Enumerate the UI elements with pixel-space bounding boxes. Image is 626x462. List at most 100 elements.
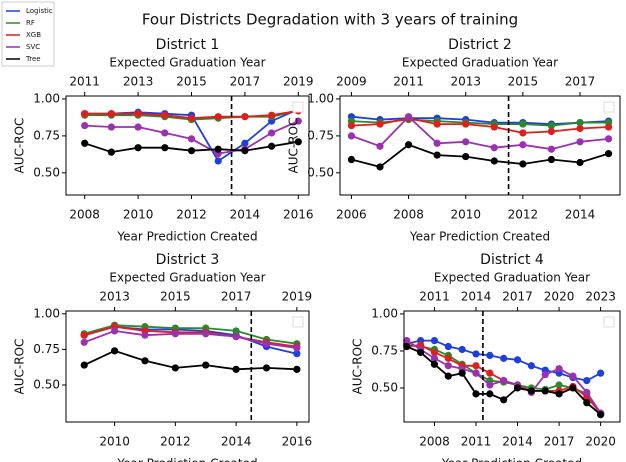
legend-box: [1, 1, 55, 67]
point: [376, 142, 384, 150]
series-line: [83, 329, 297, 349]
point: [171, 364, 179, 372]
top-tick-label: 2023: [585, 290, 616, 304]
panel-title: District 3: [156, 252, 220, 268]
point: [576, 118, 584, 127]
point: [490, 123, 498, 131]
x-tick-label: 2016: [282, 435, 313, 449]
top-tick-label: 2013: [450, 75, 481, 89]
figure-title: Four Districts Degradation with 3 years …: [142, 11, 518, 29]
point: [472, 362, 480, 370]
point: [576, 158, 584, 167]
x-axis-label: Year Prediction Created: [116, 230, 257, 244]
point: [268, 111, 276, 119]
point: [202, 361, 210, 369]
point: [81, 110, 89, 118]
empty-legend: [603, 101, 615, 113]
point: [376, 120, 384, 128]
point: [81, 139, 89, 147]
top-tick-label: 2017: [565, 75, 596, 89]
point: [80, 331, 88, 339]
point: [597, 411, 605, 419]
point: [262, 364, 271, 372]
point: [472, 390, 480, 398]
point: [576, 138, 584, 146]
top-axis-label: Expected Graduation Year: [109, 271, 265, 285]
x-tick-label: 2010: [450, 208, 481, 222]
top-tick-label: 2015: [176, 75, 207, 89]
point: [444, 362, 452, 370]
x-tick-label: 2016: [283, 208, 314, 222]
x-axis-label: Year Prediction Created: [116, 457, 257, 462]
point: [555, 390, 563, 398]
point: [486, 381, 494, 389]
x-axis-label: Year Prediction Created: [441, 457, 582, 462]
point: [555, 381, 563, 389]
point: [583, 376, 591, 385]
series-line: [351, 115, 609, 151]
x-tick-label: 2014: [565, 208, 596, 222]
point: [241, 139, 249, 147]
point: [490, 144, 498, 152]
point: [268, 142, 276, 150]
series-line: [83, 349, 297, 371]
x-tick-label: 2012: [160, 435, 191, 449]
x-tick-label: 2006: [336, 208, 367, 222]
point: [134, 123, 142, 131]
top-tick-label: 2009: [336, 75, 367, 89]
point: [519, 120, 527, 128]
point: [134, 144, 142, 152]
series-line: [83, 325, 297, 348]
point: [187, 135, 196, 143]
point: [141, 331, 149, 339]
point: [458, 345, 466, 354]
y-tick-label: 0.75: [33, 342, 60, 356]
point: [472, 350, 480, 358]
axes-frame: [339, 95, 621, 196]
x-tick-label: 2014: [230, 208, 261, 222]
point: [232, 365, 240, 373]
point: [472, 369, 480, 377]
point: [241, 113, 249, 121]
point: [293, 365, 301, 373]
x-tick-label: 2008: [393, 208, 424, 222]
point: [486, 390, 494, 398]
empty-legend: [292, 101, 304, 113]
point: [500, 354, 508, 362]
point: [444, 372, 452, 380]
point: [430, 360, 439, 368]
top-axis-label: Expected Graduation Year: [402, 56, 558, 70]
top-tick-label: 2020: [544, 290, 575, 304]
point: [111, 347, 119, 355]
point: [486, 351, 494, 359]
y-tick-label: 1.00: [33, 306, 60, 320]
point: [403, 342, 411, 351]
y-tick-label: 0.75: [371, 343, 398, 357]
point: [232, 333, 240, 341]
top-tick-label: 2017: [502, 290, 533, 304]
point: [293, 344, 301, 352]
top-tick-label: 2017: [221, 290, 252, 304]
point: [134, 110, 142, 118]
axes-frame: [65, 95, 310, 196]
point: [403, 337, 411, 345]
point: [293, 350, 301, 358]
point: [569, 384, 577, 392]
point: [161, 144, 169, 152]
point: [107, 110, 115, 118]
x-tick-label: 2010: [99, 435, 130, 449]
point: [547, 121, 556, 130]
legend-label: RF: [26, 19, 35, 27]
x-tick-label: 2014: [502, 435, 533, 449]
point: [347, 155, 356, 164]
x-tick-label: 2017: [544, 435, 575, 449]
panel-title: District 2: [448, 37, 512, 53]
top-tick-label: 2013: [123, 75, 154, 89]
point: [241, 147, 249, 155]
x-tick-label: 2011: [461, 435, 492, 449]
point: [202, 330, 210, 338]
point: [604, 123, 613, 131]
top-axis-label: Expected Graduation Year: [434, 271, 590, 285]
point: [294, 117, 302, 125]
